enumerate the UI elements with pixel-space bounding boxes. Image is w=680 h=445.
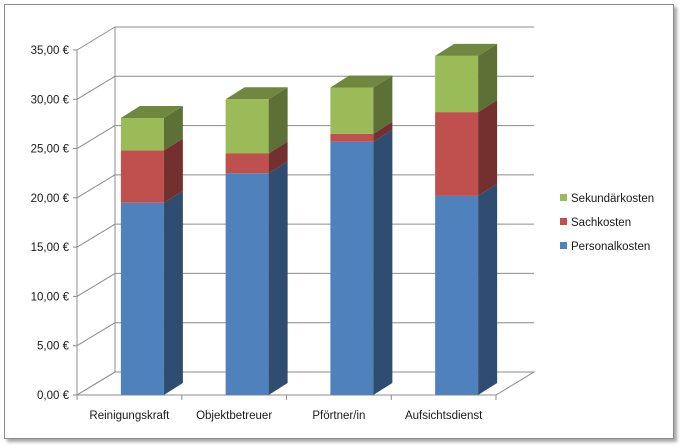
bar-segment-side <box>268 87 288 154</box>
bar-segment <box>225 99 269 154</box>
y-tick-label: 15,00 € <box>31 242 70 254</box>
bar-segment-side <box>268 161 288 395</box>
legend-swatch <box>560 218 567 225</box>
bar-segment-side <box>478 43 498 113</box>
gridline-side <box>76 75 116 100</box>
legend-swatch <box>560 242 567 249</box>
bar-segment <box>120 150 164 203</box>
bar-segment <box>435 195 479 395</box>
gridline-side <box>76 371 116 396</box>
legend-label: Sekundärkosten <box>571 193 654 205</box>
bar-segment <box>120 202 164 395</box>
bar-top-face <box>120 106 183 119</box>
stacked-bar-chart: 0,00 € 5,00 € 10,00 € 15,00 € 20,00 € 25,00 €… <box>31 26 654 422</box>
chart-area: 0,00 € 5,00 € 10,00 € 15,00 € 20,00 € 25,00 €… <box>4 4 674 439</box>
gridline-side <box>76 223 116 248</box>
legend: Sekundärkosten Sachkosten Personalkosten <box>560 193 654 253</box>
bar-segment <box>225 153 269 174</box>
y-tick-label: 5,00 € <box>37 341 70 353</box>
gridline-side <box>76 174 116 199</box>
bar-segment-side <box>163 190 183 395</box>
gridline-side <box>76 125 116 149</box>
bar-stack <box>435 43 498 395</box>
bars <box>120 43 498 395</box>
bar-segment <box>435 55 479 113</box>
x-tick-label: Aufsichtsdienst <box>405 410 483 422</box>
gridline-side <box>76 273 116 297</box>
y-tick-label: 30,00 € <box>31 94 70 106</box>
bar-segment <box>225 173 269 395</box>
y-tick-label: 20,00 € <box>31 193 70 205</box>
bar-segment-side <box>373 121 393 142</box>
bar-stack <box>330 75 393 395</box>
bar-segment <box>330 133 374 142</box>
bar-segment-side <box>373 75 393 134</box>
x-tick-label: Pförtner/in <box>312 410 365 422</box>
bar-segment-side <box>268 141 288 174</box>
legend-label: Personalkosten <box>571 241 650 253</box>
bar-segment-side <box>163 138 183 203</box>
bar-stack <box>120 106 183 395</box>
bar-segment-side <box>478 183 498 395</box>
bar-top-face <box>330 75 393 88</box>
bar-segment <box>330 141 374 395</box>
legend-swatch <box>560 194 567 201</box>
gridline-side <box>76 322 116 347</box>
bar-stack <box>225 87 288 395</box>
bar-top-face <box>225 87 288 100</box>
y-tick-label: 0,00 € <box>37 390 70 402</box>
bar-segment-side <box>478 100 498 196</box>
bar-top-face <box>435 43 498 56</box>
x-axis: Reinigungskraft Objektbetreuer Pförtner/in… <box>76 395 497 422</box>
y-tick-label: 10,00 € <box>31 291 70 303</box>
y-tick-label: 35,00 € <box>31 45 70 57</box>
bar-segment <box>435 112 479 196</box>
x-tick-label: Objektbetreuer <box>196 410 272 422</box>
bar-segment-side <box>163 106 183 151</box>
y-axis: 0,00 € 5,00 € 10,00 € 15,00 € 20,00 € 25,00 €… <box>31 45 77 402</box>
legend-label: Sachkosten <box>571 217 631 229</box>
bar-segment <box>330 87 374 134</box>
bar-segment-side <box>373 129 393 395</box>
gridline-side <box>76 26 116 51</box>
x-tick-label: Reinigungskraft <box>89 410 170 422</box>
y-tick-label: 25,00 € <box>31 144 70 156</box>
bar-segment <box>120 118 164 151</box>
